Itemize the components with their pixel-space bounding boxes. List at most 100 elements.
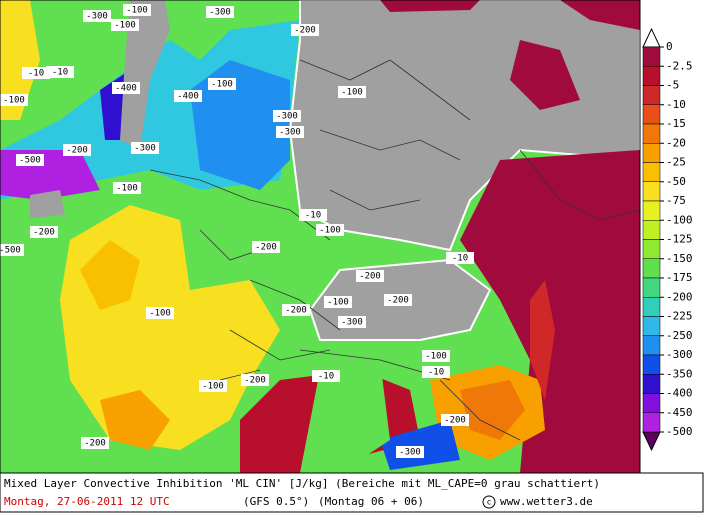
- field-orange: [460, 380, 525, 440]
- contour-label-box: [338, 316, 366, 328]
- contour-label: -100: [319, 226, 341, 236]
- contour-label: -300: [209, 8, 231, 18]
- colorbar-segment: [642, 46, 661, 67]
- contour-label: -400: [115, 84, 137, 94]
- colorbar-segment: [642, 143, 661, 163]
- contour-label-box: [324, 296, 352, 308]
- colorbar-label: -2.5: [666, 59, 693, 72]
- colorbar-label: -400: [666, 387, 693, 400]
- contour-label: -100: [116, 184, 138, 194]
- contour-label: -300: [399, 448, 421, 458]
- colorbar-label: -75: [666, 194, 686, 207]
- contour-label: -200: [285, 306, 307, 316]
- contour-label: -300: [279, 128, 301, 138]
- colorbar-label: -175: [666, 271, 693, 284]
- contour-label-box: [22, 67, 50, 79]
- colorbar-segment: [642, 393, 661, 413]
- contour-label-box: [384, 294, 412, 306]
- colorbar-segment: [642, 220, 661, 240]
- field-yellow: [0, 0, 40, 120]
- contour-label: -300: [134, 144, 156, 154]
- contour-label-box: [174, 90, 202, 102]
- colorbar-segment: [642, 200, 661, 221]
- colorbar-label: -10: [666, 98, 686, 111]
- colorbar-label: -25: [666, 156, 686, 169]
- contour-label-box: [422, 366, 450, 378]
- contour-label-box: [276, 126, 304, 138]
- colorbar-label: 0: [666, 40, 673, 53]
- contour-label: -300: [341, 318, 363, 328]
- contour-label-box: [299, 209, 327, 221]
- field-green: [300, 360, 390, 473]
- colorbar-label: -20: [666, 136, 686, 149]
- copyright-icon: c: [487, 498, 492, 507]
- footer-run: (Montag 06 + 06): [318, 495, 424, 508]
- contour-label: -300: [86, 12, 108, 22]
- field-orange: [80, 240, 140, 310]
- colorbar-label: -15: [666, 117, 686, 130]
- positive-area: [380, 0, 640, 30]
- colorbar-label: -50: [666, 175, 686, 188]
- colorbar-label: -100: [666, 213, 693, 226]
- contour-label-box: [113, 182, 141, 194]
- colorbar-segment: [642, 123, 661, 144]
- contour-label-box: [111, 19, 139, 31]
- colorbar-label: -500: [666, 425, 693, 438]
- contour-label: -200: [444, 416, 466, 426]
- contour-label: -10: [452, 254, 468, 264]
- colorbar-label: -450: [666, 406, 693, 419]
- colorbar-label: -125: [666, 233, 693, 246]
- contour-label-box: [282, 304, 310, 316]
- copyright-icon: [482, 495, 496, 509]
- contour-label: -100: [149, 309, 171, 319]
- contour-label: -200: [294, 26, 316, 36]
- contour-label-box: [123, 4, 151, 16]
- contour-label-box: [131, 142, 159, 154]
- contour-label: -100: [202, 382, 224, 392]
- contour-label-box: [356, 270, 384, 282]
- contour-label: -10: [28, 69, 44, 79]
- colorbar-segment: [642, 104, 661, 125]
- colorbar-segment: [642, 85, 661, 105]
- contour-label: -100: [211, 80, 233, 90]
- contour-label-box: [291, 24, 319, 36]
- colorbar-segment: [642, 181, 661, 202]
- contour-label-box: [0, 94, 28, 106]
- contour-label: -500: [19, 156, 41, 166]
- contour-label: -200: [359, 272, 381, 282]
- contour-label: -10: [318, 372, 334, 382]
- contour-labels: -300 -100 -10 -400 -100 -300 -500 -200 -100 -400 -…: [0, 4, 474, 458]
- contour-label-box: [146, 307, 174, 319]
- contour-label-box: [199, 380, 227, 392]
- colorbar-segment: [642, 374, 661, 394]
- positive-area: [530, 280, 555, 400]
- borders: [149, 59, 641, 441]
- contour-label: -10: [428, 368, 444, 378]
- colorbar-label: -300: [666, 348, 693, 361]
- contour-label-box: [112, 82, 140, 94]
- contour-label-box: [46, 66, 74, 78]
- colorbar-segment: [642, 354, 661, 375]
- field-blue: [190, 60, 290, 190]
- colorbar-label: -150: [666, 252, 693, 265]
- contour-label-box: [0, 244, 24, 256]
- dry-area: [30, 190, 65, 218]
- colorbar-label: -5: [666, 79, 679, 92]
- contour-label-box: [446, 252, 474, 264]
- contour-label: -300: [276, 112, 298, 122]
- footer-date: Montag, 27-06-2011 12 UTC: [4, 495, 170, 508]
- colorbar-segment: [642, 258, 661, 279]
- colorbar-segment: [642, 239, 661, 259]
- dry-area: [120, 0, 170, 150]
- contour-label-box: [338, 86, 366, 98]
- positive-area: [510, 40, 580, 110]
- colorbar-segment: [642, 277, 661, 298]
- colorbar-segment: [642, 412, 661, 433]
- contour-label: -200: [244, 376, 266, 386]
- colorbar-segment: [642, 297, 661, 317]
- contour-label: -500: [0, 246, 21, 256]
- field-orange: [100, 390, 170, 450]
- contour-label-box: [83, 10, 111, 22]
- contour-label: -200: [387, 296, 409, 306]
